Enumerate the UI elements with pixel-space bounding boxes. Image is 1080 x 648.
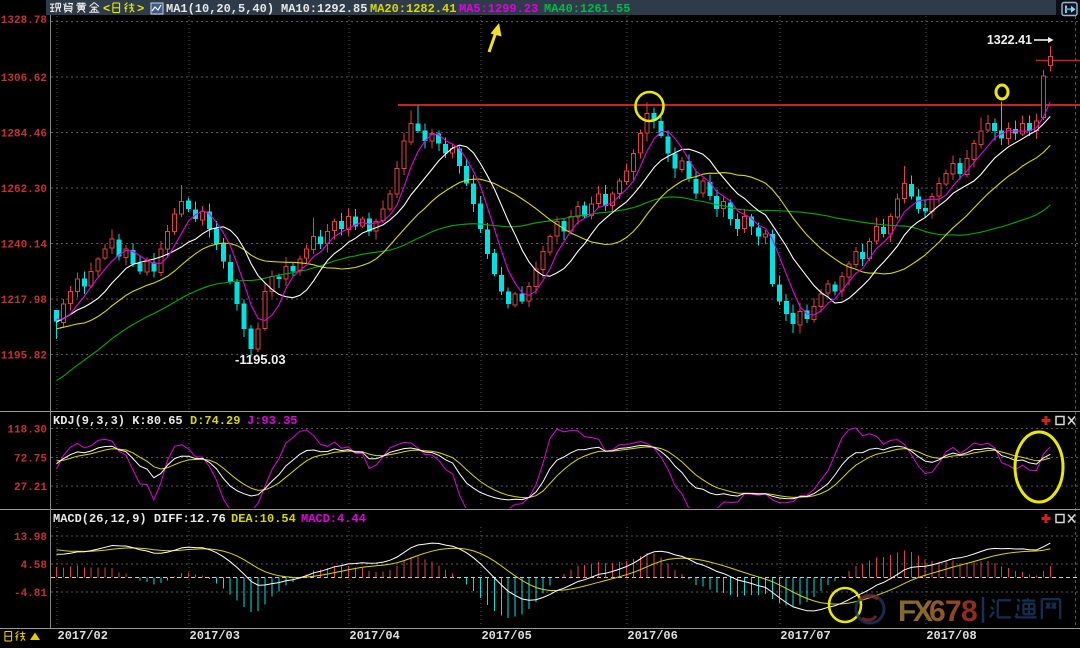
svg-text:D:74.29: D:74.29	[190, 414, 240, 428]
svg-text:MA10:1292.85: MA10:1292.85	[281, 2, 367, 16]
svg-text:6: 6	[929, 595, 946, 628]
svg-text:1262.30: 1262.30	[1, 184, 47, 196]
svg-text:7: 7	[945, 595, 962, 628]
svg-text:1328.78: 1328.78	[1, 15, 48, 27]
svg-text:27.21: 27.21	[14, 482, 47, 494]
svg-text:F: F	[898, 595, 916, 628]
svg-text:MA20:1282.41: MA20:1282.41	[370, 2, 456, 16]
svg-text:1217.98: 1217.98	[1, 295, 48, 307]
svg-text:DEA:10.54: DEA:10.54	[231, 512, 296, 526]
svg-text:X: X	[913, 595, 933, 628]
svg-text:1322.41: 1322.41	[987, 33, 1032, 47]
svg-text:MA5:1299.23: MA5:1299.23	[459, 2, 538, 16]
svg-text:>: >	[137, 2, 144, 16]
svg-text:MA40:1261.55: MA40:1261.55	[544, 2, 630, 16]
svg-text:4.58: 4.58	[21, 560, 48, 572]
svg-text:2017/03: 2017/03	[190, 629, 240, 643]
svg-text:1284.46: 1284.46	[1, 129, 47, 141]
svg-text:1195.82: 1195.82	[1, 351, 47, 363]
svg-text:2017/08: 2017/08	[926, 629, 976, 643]
svg-text:-4.81: -4.81	[14, 588, 47, 600]
svg-text:<: <	[103, 2, 110, 16]
svg-text:72.75: 72.75	[14, 454, 47, 466]
svg-text:MACD(26,12,9) DIFF:12.76: MACD(26,12,9) DIFF:12.76	[53, 512, 226, 526]
svg-text:-1195.03: -1195.03	[235, 352, 286, 367]
svg-text:1240.14: 1240.14	[1, 240, 48, 252]
svg-text:MACD:4.44: MACD:4.44	[301, 512, 366, 526]
svg-text:2017/06: 2017/06	[627, 629, 677, 643]
svg-text:MA1(10,20,5,40): MA1(10,20,5,40)	[166, 2, 274, 16]
svg-text:2017/02: 2017/02	[58, 629, 108, 643]
svg-text:KDJ(9,3,3) K:80.65: KDJ(9,3,3) K:80.65	[53, 414, 183, 428]
svg-text:J:93.35: J:93.35	[247, 414, 297, 428]
svg-text:13.98: 13.98	[14, 532, 47, 544]
svg-text:1306.62: 1306.62	[1, 73, 47, 85]
svg-text:8: 8	[961, 595, 978, 628]
svg-text:2017/04: 2017/04	[349, 629, 399, 643]
svg-text:118.30: 118.30	[7, 425, 47, 437]
svg-text:2017/05: 2017/05	[481, 629, 531, 643]
svg-text:2017/07: 2017/07	[780, 629, 830, 643]
